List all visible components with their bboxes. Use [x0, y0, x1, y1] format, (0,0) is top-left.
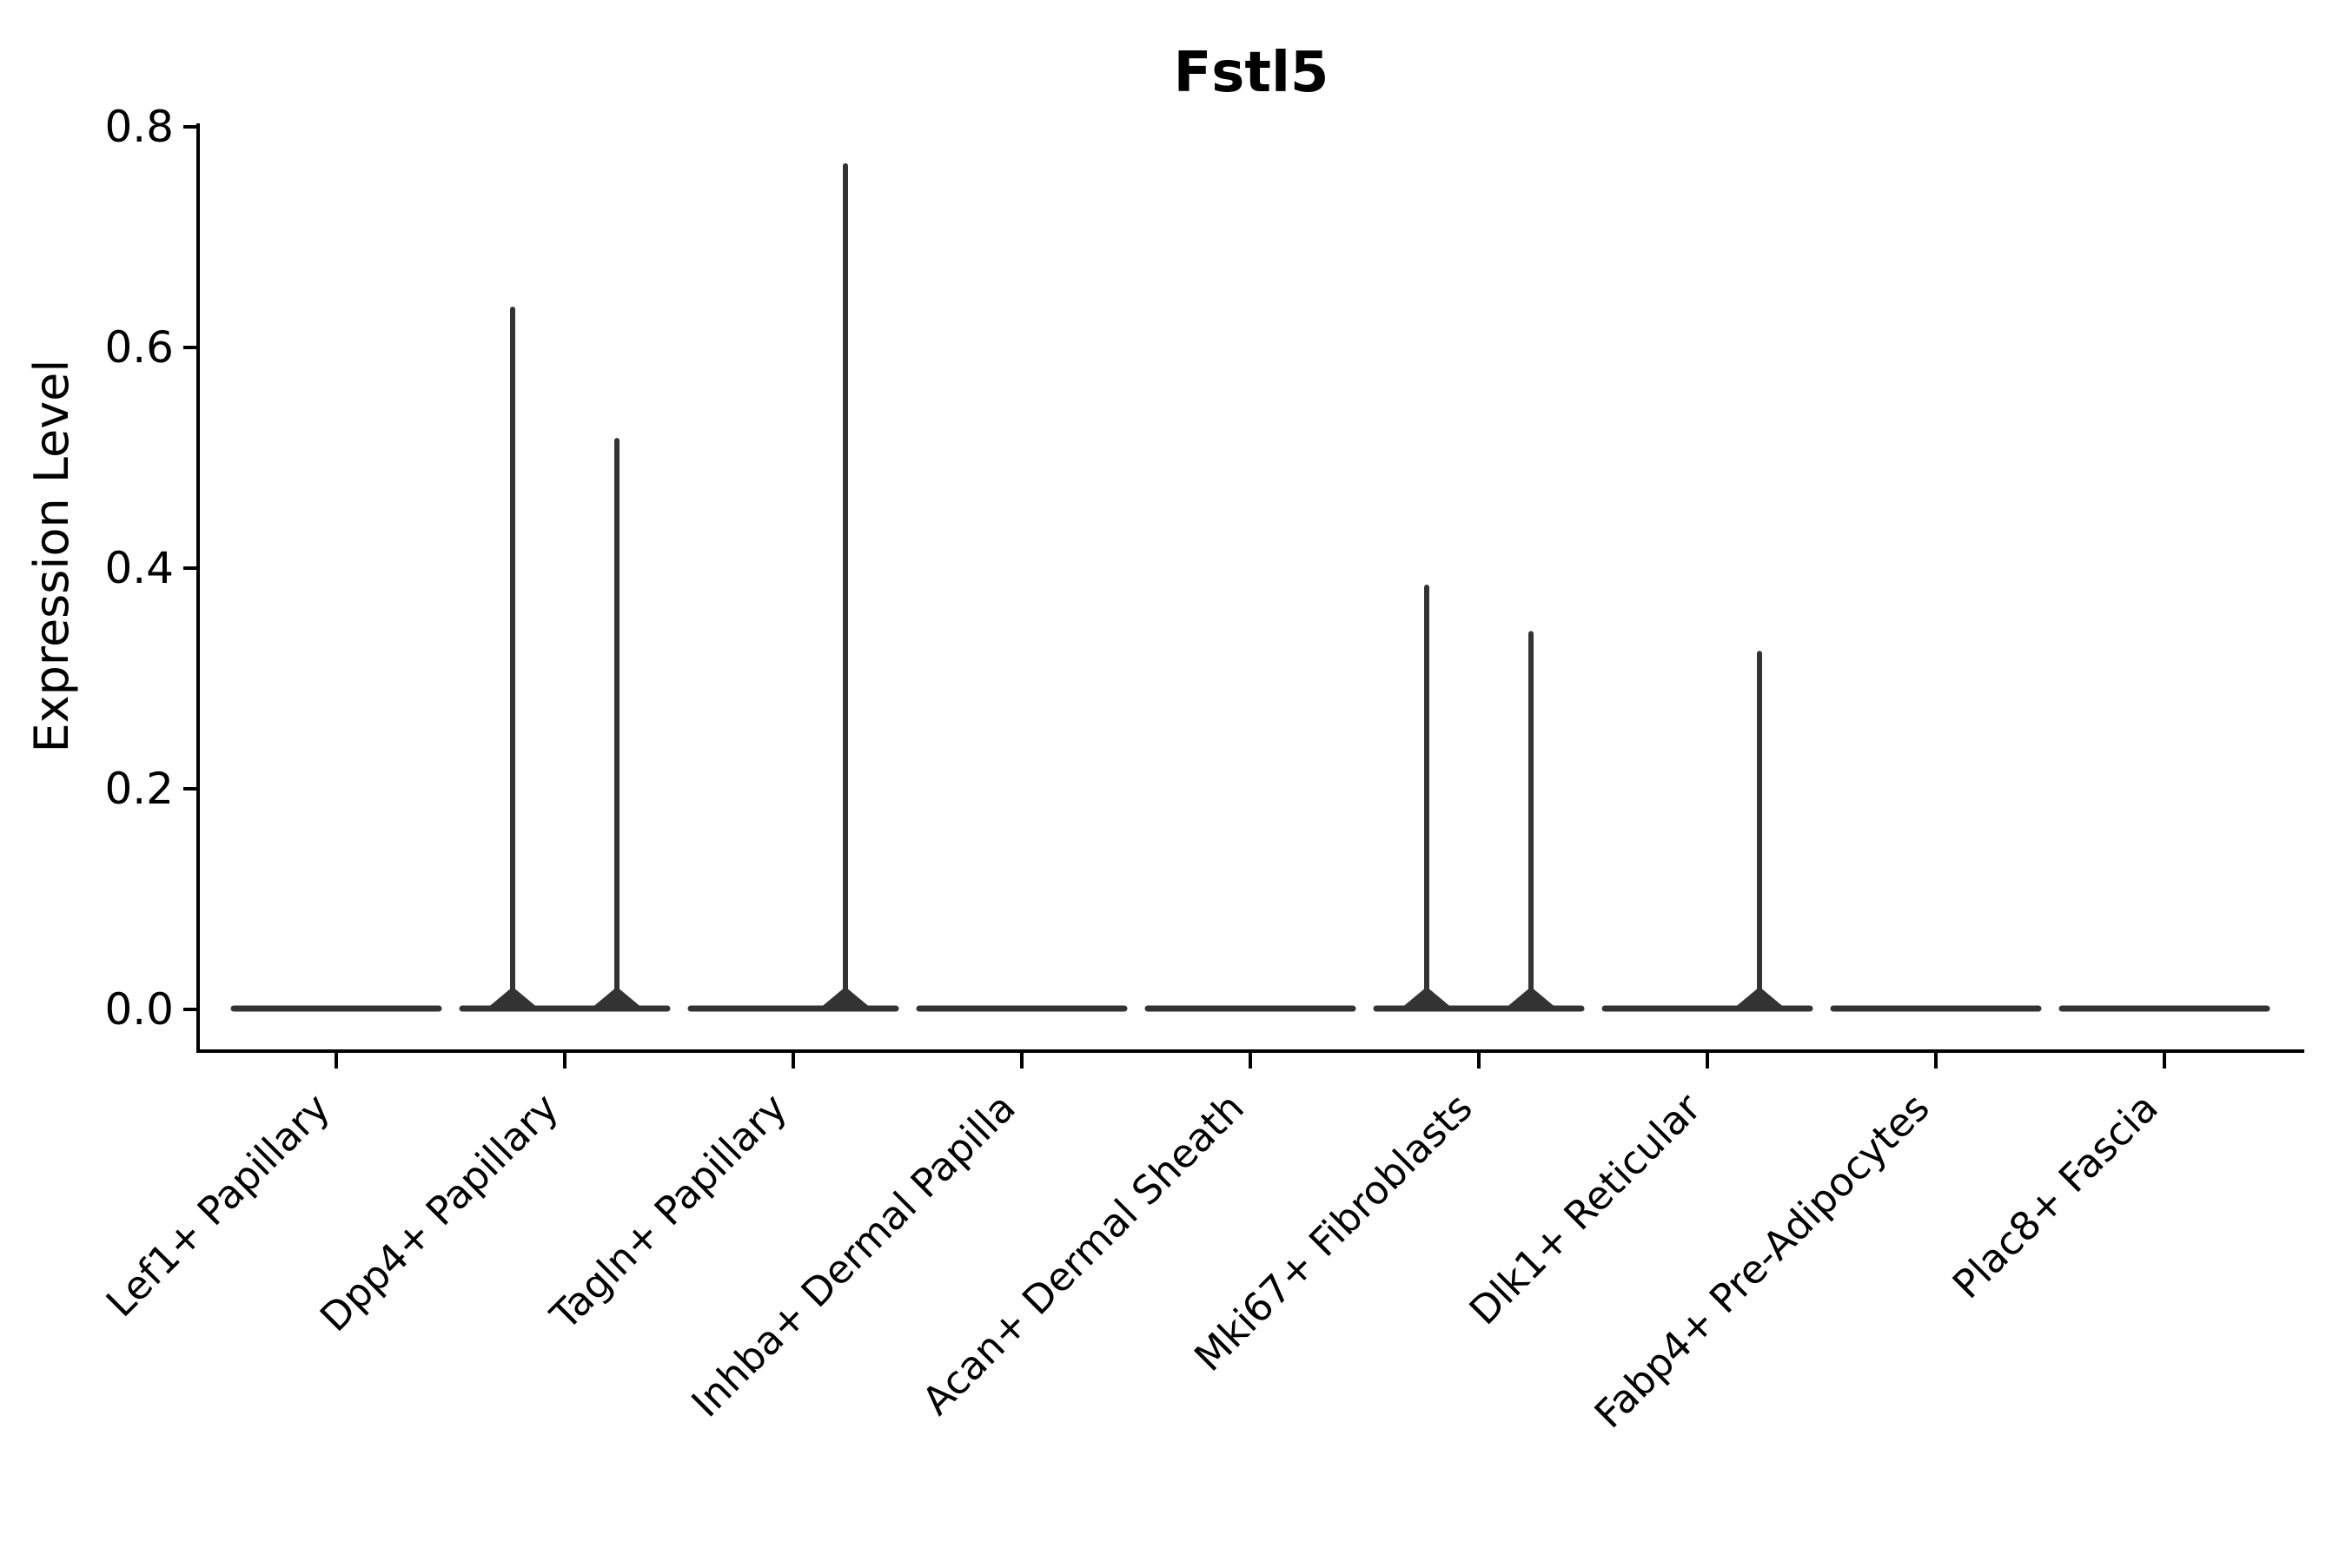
x-tick-label: Dlk1+ Reticular	[1461, 1084, 1710, 1333]
x-tick-label: Tagln+ Papillary	[541, 1084, 796, 1339]
chart-title: Fstl5	[1174, 41, 1329, 105]
y-tick-label: 0.0	[104, 984, 174, 1035]
violins	[230, 162, 2270, 1012]
x-tick-label: Plac8+ Fascia	[1944, 1084, 2167, 1307]
y-axis-label: Expression Level	[24, 360, 79, 753]
y-tick-label: 0.2	[104, 764, 174, 814]
y-tick-label: 0.6	[104, 322, 174, 373]
x-axis-ticks	[335, 1051, 2166, 1068]
y-tick-label: 0.8	[104, 102, 174, 152]
x-tick-label: Lef1+ Papillary	[97, 1084, 339, 1326]
x-tick-label: Dpp4+ Papillary	[311, 1084, 567, 1340]
y-axis-ticks: 0.0 0.2 0.4 0.6 0.8	[104, 102, 198, 1035]
y-tick-label: 0.4	[104, 543, 174, 593]
